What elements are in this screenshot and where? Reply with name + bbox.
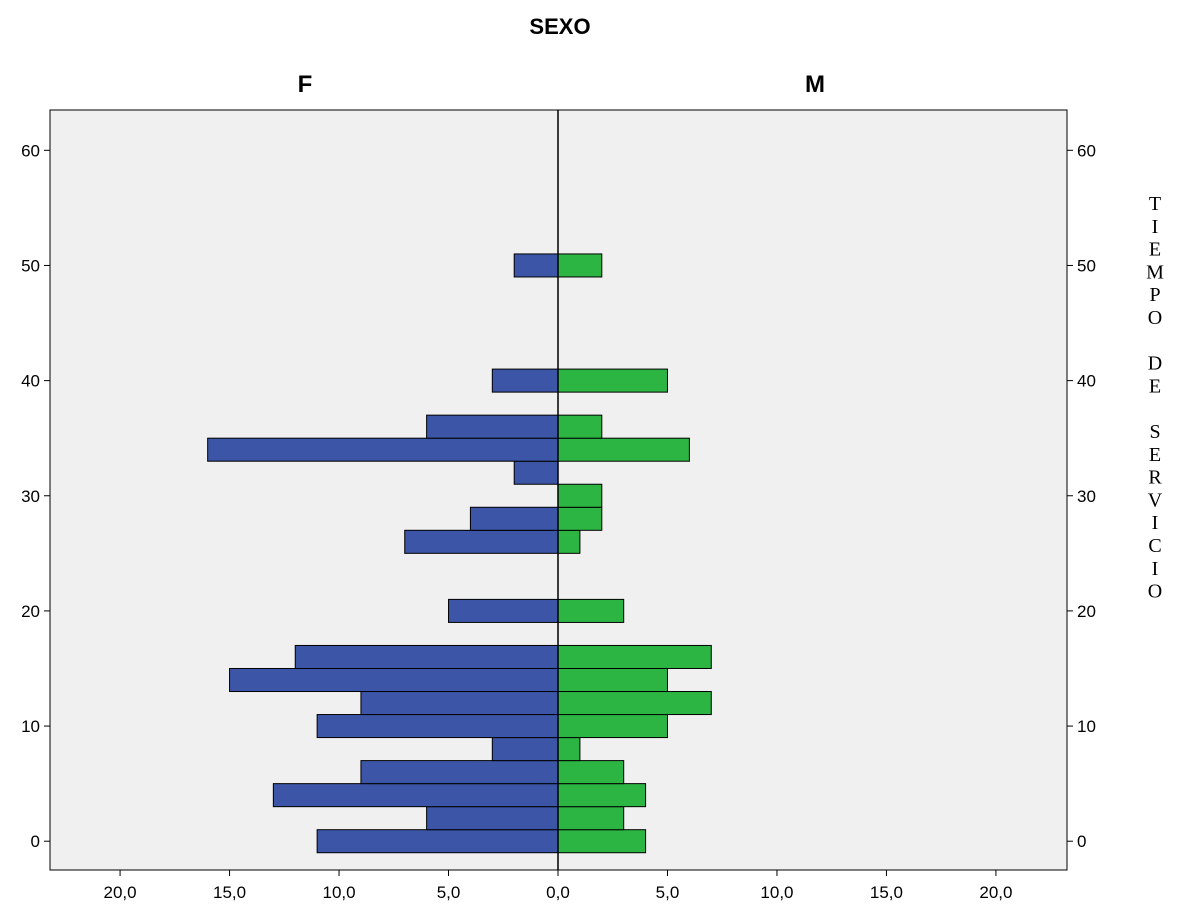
- bar-m-10: [557, 714, 668, 739]
- x-tick-label-4: 0,0: [546, 883, 570, 902]
- bar-m-36: [557, 414, 603, 439]
- y-axis-title-letter: E: [1149, 375, 1161, 397]
- y-axis-title-letter: I: [1152, 216, 1159, 238]
- bar-f-36: [426, 414, 559, 439]
- bar-m-20: [557, 598, 625, 623]
- bar-f-28: [469, 506, 559, 531]
- y-axis-title-letter: T: [1149, 193, 1161, 215]
- bar-f-8: [491, 737, 559, 762]
- y-axis-title-letter: C: [1148, 535, 1161, 557]
- panel-label-f: F: [298, 71, 313, 98]
- y-axis-title-letter: I: [1152, 512, 1159, 534]
- y-tick-label-left-0: 0: [31, 832, 40, 851]
- bar-m-2: [557, 806, 625, 831]
- x-tick-label-0: 20,0: [104, 883, 137, 902]
- bar-f-14: [229, 667, 559, 693]
- panel-label-m: M: [805, 71, 825, 98]
- bar-f-20: [448, 598, 559, 623]
- bar-f-26: [404, 529, 559, 554]
- bar-f-16: [294, 644, 559, 669]
- y-axis-title-letter: D: [1148, 353, 1162, 375]
- chart-title: SEXO: [529, 14, 590, 39]
- y-tick-label-left-10: 10: [21, 717, 40, 736]
- bar-m-30: [557, 483, 603, 508]
- y-axis-title-letter: E: [1149, 239, 1161, 261]
- bar-m-0: [557, 829, 647, 854]
- x-tick-label-5: 5,0: [656, 883, 680, 902]
- y-tick-label-right-50: 50: [1077, 256, 1096, 275]
- bar-f-40: [491, 368, 559, 393]
- bar-m-50: [557, 253, 603, 278]
- y-axis-title-letter: P: [1149, 284, 1160, 306]
- y-tick-label-left-40: 40: [21, 372, 40, 391]
- bar-m-4: [557, 783, 647, 808]
- y-tick-label-left-30: 30: [21, 487, 40, 506]
- bar-f-4: [272, 783, 559, 808]
- y-tick-label-left-50: 50: [21, 256, 40, 275]
- y-tick-label-right-40: 40: [1077, 372, 1096, 391]
- bar-m-26: [557, 529, 581, 554]
- y-tick-label-right-30: 30: [1077, 487, 1096, 506]
- bar-m-14: [557, 667, 668, 693]
- y-tick-label-right-0: 0: [1077, 832, 1086, 851]
- bar-f-50: [513, 253, 559, 278]
- bar-f-34: [207, 437, 559, 462]
- bars-group: [207, 253, 712, 854]
- bar-m-40: [557, 368, 668, 393]
- y-tick-label-right-60: 60: [1077, 141, 1096, 160]
- bar-f-2: [426, 806, 559, 831]
- y-axis-title-letter: V: [1148, 489, 1163, 511]
- bar-f-6: [360, 760, 559, 785]
- x-tick-label-2: 10,0: [322, 883, 355, 902]
- bar-m-12: [557, 691, 712, 716]
- x-tick-label-1: 15,0: [213, 883, 246, 902]
- y-axis-title-letter: O: [1148, 581, 1162, 603]
- y-axis-title-letter: R: [1148, 467, 1162, 489]
- bar-f-12: [360, 691, 559, 716]
- x-axis-ticks: 20,0 15,0 10,0 5,0 0,0 5,0 10,0 15,0 20,0: [104, 870, 1012, 902]
- x-tick-label-3: 5,0: [437, 883, 461, 902]
- x-tick-label-8: 20,0: [979, 883, 1012, 902]
- y-axis-title-letter: E: [1149, 444, 1161, 466]
- bar-m-16: [557, 644, 712, 669]
- bar-m-28: [557, 506, 603, 531]
- bar-m-6: [557, 760, 625, 785]
- y-axis-ticks: 0 0 10 10 20 20 30 30 40 40 50 50 60 60: [21, 141, 1096, 851]
- x-tick-label-7: 15,0: [870, 883, 903, 902]
- y-axis-title-letter: M: [1146, 261, 1164, 283]
- bar-m-34: [557, 437, 690, 462]
- y-tick-label-right-20: 20: [1077, 602, 1096, 621]
- bar-f-0: [316, 829, 559, 854]
- y-tick-label-left-60: 60: [21, 141, 40, 160]
- bar-f-10: [316, 714, 559, 739]
- x-tick-label-6: 10,0: [760, 883, 793, 902]
- y-tick-label-left-20: 20: [21, 602, 40, 621]
- y-axis-title-letter: I: [1152, 558, 1159, 580]
- y-axis-title-letter: O: [1148, 307, 1162, 329]
- bar-f-32: [513, 460, 559, 485]
- bar-m-8: [557, 737, 581, 762]
- y-tick-label-right-10: 10: [1077, 717, 1096, 736]
- y-axis-title-letter: S: [1149, 421, 1160, 443]
